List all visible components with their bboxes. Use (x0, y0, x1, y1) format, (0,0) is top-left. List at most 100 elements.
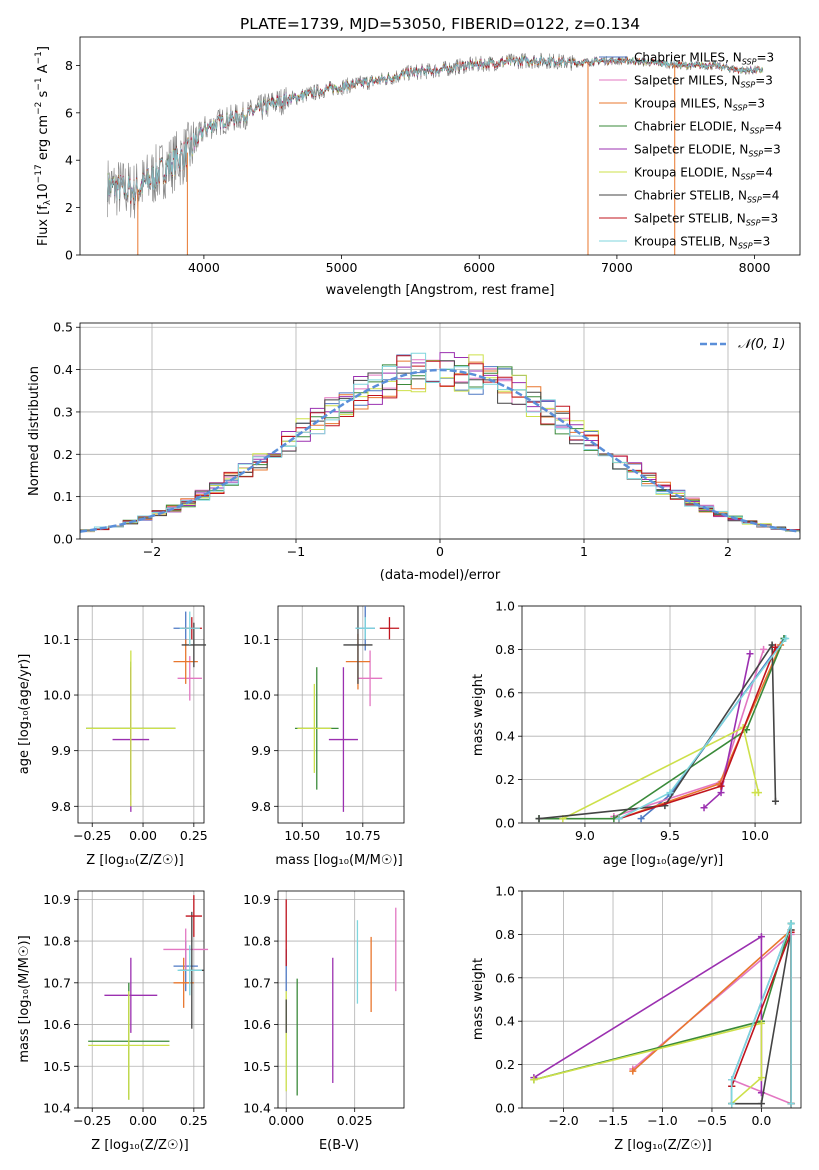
x-tick-label: 0.025 (337, 1113, 373, 1128)
x-tick-label: −2.0 (548, 1113, 578, 1128)
y-tick-label: 9.9 (251, 743, 271, 758)
x-tick-label: 0.25 (180, 1113, 208, 1128)
panel-frame (521, 890, 802, 1109)
y-tick-label: 10.6 (43, 1017, 71, 1032)
y-tick-label: 10.9 (43, 892, 71, 907)
y-tick-label: 2 (65, 200, 73, 215)
y-tick-label: 10.4 (43, 1101, 71, 1116)
mass-weight-point (717, 789, 725, 797)
y-tick-label: 0.2 (495, 1057, 515, 1072)
y-tick-label: 0 (65, 248, 73, 263)
legend-label: Salpeter ELODIE, NSSP=3 (634, 143, 781, 159)
y-tick-label: 8 (65, 58, 73, 73)
mw-vs-age-ylabel: mass weight (471, 674, 486, 756)
y-tick-label: 10.6 (243, 1017, 271, 1032)
x-tick-label: 10.0 (741, 828, 769, 843)
mass-weight-point (787, 1100, 795, 1108)
x-tick-label: 0.0 (751, 1113, 771, 1128)
mass-weight-point (782, 635, 790, 643)
mass-weight-point (700, 804, 708, 812)
mass-weight-point (615, 815, 623, 823)
mass-vs-ebv-xlabel: E(B-V) (319, 1138, 359, 1153)
mass-weight-point (771, 797, 779, 805)
legend-label: Chabrier STELIB, NSSP=4 (634, 189, 779, 205)
age-vs-metallicity-panel: −0.25 0.00 0.25 9.8 9.9 10.0 10.1 (43, 605, 208, 843)
y-tick-label: 10.8 (43, 934, 71, 949)
panel-frame (277, 605, 405, 824)
mass-weight-point (757, 1019, 765, 1027)
mass-weight-point (746, 650, 754, 658)
mass-weight-series-4 (539, 638, 785, 820)
panel-frame (521, 605, 802, 824)
y-tick-label: 10.5 (243, 1059, 271, 1074)
y-tick-label: 0.4 (53, 362, 73, 377)
mass-vs-ebv-panel: 0.000 0.025 10.4 10.5 10.6 10.7 10.8 10.9 (243, 890, 405, 1128)
y-tick-label: 0.4 (495, 1014, 515, 1029)
mass-vs-metallicity-panel: −0.25 0.00 0.25 10.4 10.5 10.6 10.7 10.8 10.9 (43, 890, 209, 1128)
y-tick-label: 10.7 (243, 975, 271, 990)
x-tick-label: −0.5 (697, 1113, 727, 1128)
y-tick-label: 1.0 (495, 599, 515, 614)
legend-label: Chabrier ELODIE, NSSP=4 (634, 120, 782, 136)
age-vs-mass-panel: 10.50 10.75 9.8 9.9 10.0 10.1 (243, 605, 405, 843)
x-tick-label: 9.0 (575, 828, 595, 843)
spectrum-ylabel: Flux [fλ10−17 erg cm−2 s−1 A−1] (34, 46, 53, 246)
y-tick-label: 1.0 (495, 884, 515, 899)
mass-weight-point (757, 1074, 765, 1082)
y-tick-label: 0.0 (53, 532, 73, 547)
y-tick-label: 10.7 (43, 975, 71, 990)
x-tick-label: 5000 (326, 260, 358, 275)
spectrum-panel: 4000 5000 6000 7000 8000 0 2 4 6 8 wavelength [An… (34, 36, 801, 298)
y-tick-label: 4 (65, 153, 73, 168)
mass-weight-point (760, 645, 768, 653)
x-tick-label: 7000 (601, 260, 633, 275)
mass-weight-series-9 (730, 923, 792, 1104)
x-tick-label: −1.0 (647, 1113, 677, 1128)
y-tick-label: 6 (65, 105, 73, 120)
spectrum-legend: Chabrier MILES, NSSP=3 Salpeter MILES, NS… (599, 51, 782, 251)
x-tick-label: 10.75 (345, 828, 381, 843)
x-tick-label: 8000 (739, 260, 771, 275)
y-tick-label: 0.8 (495, 927, 515, 942)
spectrum-plot-area (107, 52, 764, 255)
y-tick-label: 10.1 (243, 632, 271, 647)
y-tick-label: 0.5 (53, 320, 73, 335)
y-tick-label: 0.6 (495, 970, 515, 985)
mass-weight-series-5 (533, 935, 763, 1093)
mass-weight-point (666, 789, 674, 797)
x-tick-label: −1 (287, 544, 305, 559)
mass-weight-point (787, 920, 795, 928)
panel-frame (277, 890, 405, 1109)
mass-weight-point (637, 815, 645, 823)
residuals-ylabel: Normed distribution (27, 366, 42, 496)
mass-weight-point (530, 1076, 538, 1084)
y-tick-label: 0.0 (495, 816, 515, 831)
y-tick-label: 0.1 (53, 489, 73, 504)
y-tick-label: 0.2 (495, 772, 515, 787)
mass-weight-point (717, 782, 725, 790)
x-tick-label: 9.5 (660, 828, 680, 843)
mass-weight-series-7 (538, 642, 777, 820)
mass-weight-point (751, 789, 759, 797)
massweight-vs-age-panel: 9.0 9.5 10.0 0.0 0.2 0.4 0.6 0.8 1.0 (495, 599, 802, 843)
mass-weight-point (757, 1100, 765, 1108)
spectrum-frame (79, 36, 801, 256)
x-tick-label: 0.00 (129, 1113, 157, 1128)
mass-vs-Z-xlabel: Z [log₁₀(Z/Z☉)] (91, 1138, 188, 1153)
x-tick-label: −1.5 (598, 1113, 628, 1128)
mw-vs-age-xlabel: age [log₁₀(age/yr)] (603, 853, 724, 868)
mass-weight-point (535, 815, 543, 823)
spectrum-axes: 4000 5000 6000 7000 8000 0 2 4 6 8 (65, 58, 770, 275)
y-tick-label: 10.8 (243, 934, 271, 949)
x-tick-label: 0.25 (180, 828, 208, 843)
residuals-plot-area (80, 352, 800, 534)
legend-label: Chabrier MILES, NSSP=3 (634, 51, 774, 67)
y-tick-label: 0.3 (53, 404, 73, 419)
x-tick-label: 4000 (188, 260, 220, 275)
y-tick-label: 0.0 (495, 1101, 515, 1116)
y-tick-label: 10.1 (43, 632, 71, 647)
residuals-frame (79, 322, 801, 540)
y-tick-label: 9.8 (51, 799, 71, 814)
x-tick-label: 2 (724, 544, 732, 559)
